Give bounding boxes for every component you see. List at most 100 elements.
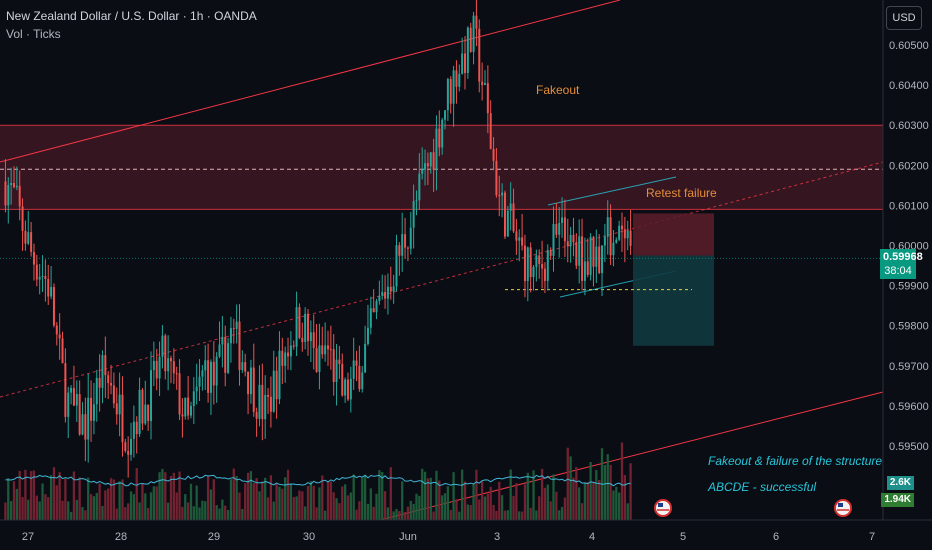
- candle-body: [426, 163, 429, 167]
- candle-body: [603, 236, 606, 246]
- currency-button[interactable]: USD: [886, 6, 922, 30]
- candle-body: [324, 345, 327, 355]
- structure-note: Fakeout & failure of the structure: [708, 454, 883, 468]
- candle-body: [18, 185, 21, 207]
- volume-bar: [483, 496, 487, 520]
- volume-bar: [144, 493, 147, 520]
- volume-bar: [415, 493, 418, 520]
- volume-bar: [78, 477, 81, 520]
- volume-bar: [49, 475, 53, 520]
- candle-body: [78, 394, 81, 435]
- candle-body: [406, 247, 409, 249]
- volume-bar: [244, 483, 247, 520]
- candle-body: [258, 384, 261, 419]
- volume-bar: [506, 510, 509, 520]
- candle-body: [358, 365, 361, 390]
- candle-body: [518, 237, 521, 241]
- volume-bar: [418, 495, 421, 520]
- volume-bar: [563, 497, 567, 520]
- candle-body: [412, 200, 415, 228]
- volume-bar: [118, 481, 121, 520]
- candle-body: [98, 377, 101, 388]
- volume-bar: [252, 483, 255, 520]
- candle-body: [329, 349, 332, 351]
- candle-body: [107, 375, 110, 384]
- volume-bar: [275, 483, 278, 520]
- price-tick-label: 0.60400: [889, 80, 929, 92]
- volume-bar: [89, 494, 93, 520]
- volume-bar: [261, 481, 264, 520]
- fakeout-label: Fakeout: [536, 83, 580, 97]
- volume-bar: [446, 486, 450, 520]
- candle-body: [169, 358, 172, 362]
- candle-body: [506, 210, 509, 237]
- volume-bar: [35, 495, 38, 520]
- volume-bar: [169, 475, 173, 520]
- volume-bar: [166, 502, 170, 520]
- volume-bar: [343, 484, 347, 520]
- price-axis[interactable]: 0.605000.604000.603000.602000.601000.600…: [889, 40, 929, 453]
- candle-body: [446, 79, 449, 111]
- candle-body: [298, 307, 301, 338]
- candle-body: [309, 332, 312, 342]
- volume-bar: [152, 486, 156, 520]
- candle-body: [498, 195, 501, 197]
- volume-bar: [246, 472, 250, 520]
- volume-bar: [221, 499, 224, 520]
- candle-body: [135, 421, 138, 435]
- volume-bar: [241, 509, 244, 520]
- volume-bar: [269, 475, 273, 520]
- candle-body: [563, 217, 566, 242]
- time-tick-label: 6: [773, 531, 779, 543]
- volume-bar: [469, 505, 472, 520]
- candle-body: [389, 286, 392, 292]
- volume-bar: [249, 471, 253, 520]
- candle-body: [543, 268, 546, 281]
- volume-bar: [121, 479, 124, 520]
- candle-body: [130, 438, 133, 455]
- candle-body: [10, 183, 13, 186]
- volume-bar: [284, 477, 287, 520]
- volume-bar: [69, 511, 73, 520]
- volume-badge: 1.94K: [881, 493, 914, 507]
- candle-body: [84, 414, 87, 440]
- candle-body: [127, 450, 130, 455]
- indicator-label[interactable]: Vol · Ticks: [6, 27, 61, 41]
- candle-body: [575, 242, 578, 266]
- volume-bar: [615, 486, 618, 520]
- volume-bar: [435, 470, 438, 520]
- volume-bar: [75, 500, 78, 520]
- candle-body: [189, 405, 192, 416]
- volume-bar: [532, 470, 535, 520]
- volume-bar: [546, 484, 549, 520]
- us-flag-canton: [838, 503, 843, 507]
- candle-body: [392, 286, 395, 292]
- volume-bar: [412, 503, 415, 520]
- short-stop-box: [633, 213, 714, 256]
- volume-bar: [592, 481, 595, 520]
- candle-body: [147, 404, 150, 421]
- candle-body: [566, 241, 569, 247]
- volume-bar: [18, 470, 21, 520]
- candle-body: [164, 335, 167, 372]
- volume-bar: [515, 483, 518, 520]
- candle-body: [623, 229, 626, 239]
- volume-bar: [375, 493, 378, 520]
- candle-body: [589, 236, 592, 275]
- candle-body: [75, 394, 78, 406]
- volume-bar: [403, 511, 407, 520]
- candle-body: [67, 392, 70, 417]
- candle-body: [312, 332, 315, 348]
- candle-body: [438, 128, 441, 148]
- candle-body: [429, 152, 432, 167]
- volume-bar: [15, 488, 18, 520]
- candle-body: [150, 370, 153, 421]
- price-tick-label: 0.59600: [889, 401, 929, 413]
- candle-body: [264, 394, 267, 420]
- time-axis[interactable]: 27 28 29 30 Jun 3 4 5 6 7: [22, 531, 875, 543]
- candle-body: [418, 173, 421, 201]
- candle-body: [475, 15, 478, 29]
- candle-body: [281, 350, 284, 366]
- symbol-title[interactable]: New Zealand Dollar / U.S. Dollar · 1h · …: [6, 9, 257, 23]
